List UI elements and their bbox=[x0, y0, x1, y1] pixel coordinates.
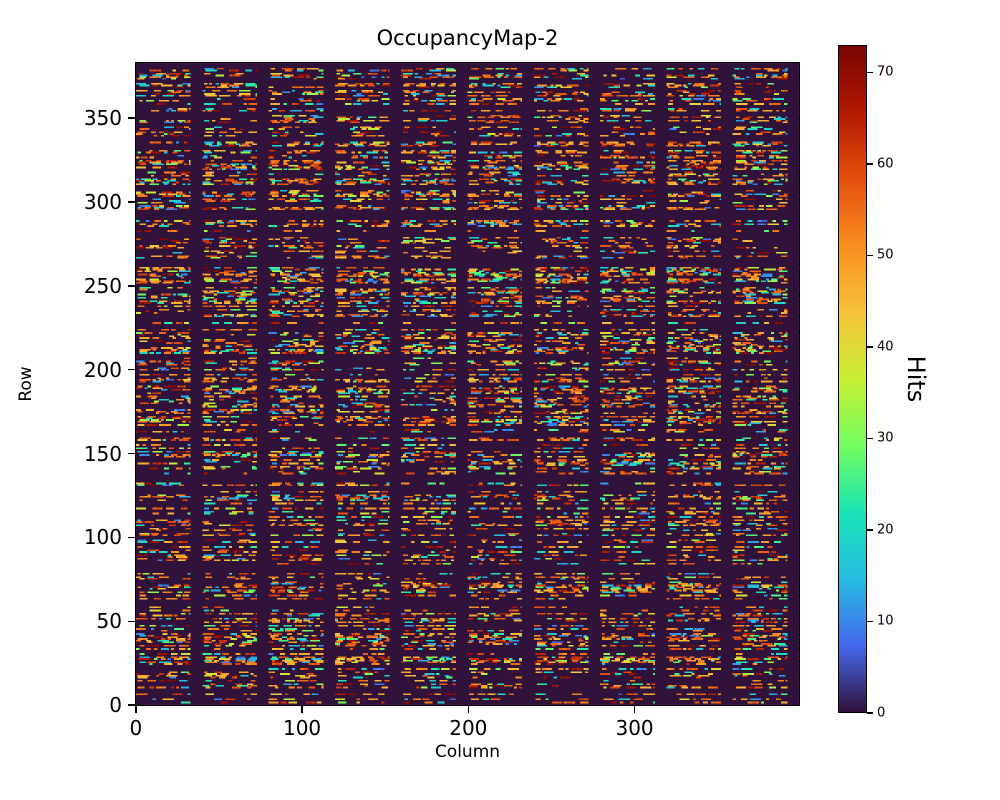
colorbar-tick-mark bbox=[867, 437, 873, 440]
y-tick-mark bbox=[128, 620, 135, 623]
y-tick-label: 350 bbox=[83, 106, 122, 131]
y-tick-label: 250 bbox=[83, 273, 122, 298]
colorbar-tick-mark bbox=[867, 71, 873, 74]
colorbar-tick-label: 70 bbox=[877, 64, 894, 80]
y-tick-mark bbox=[128, 452, 135, 455]
chart-title: OccupancyMap-2 bbox=[376, 26, 559, 50]
y-tick-label: 200 bbox=[83, 357, 122, 382]
colorbar-tick-mark bbox=[867, 620, 873, 623]
colorbar-tick-label: 30 bbox=[877, 430, 894, 446]
x-tick-label: 100 bbox=[282, 716, 322, 740]
x-axis-label: Column bbox=[434, 742, 501, 762]
y-tick-label: 100 bbox=[83, 525, 122, 550]
x-tick-label: 0 bbox=[129, 716, 143, 740]
colorbar-tick-mark bbox=[867, 529, 873, 531]
colorbar-tick-mark bbox=[867, 346, 873, 348]
colorbar-tick-mark bbox=[867, 712, 873, 714]
colorbar-tick-mark bbox=[867, 163, 873, 165]
x-tick-label: 300 bbox=[615, 716, 654, 740]
colorbar-tick-mark bbox=[867, 254, 873, 257]
plot-area bbox=[135, 62, 800, 706]
heatmap-canvas bbox=[136, 63, 799, 705]
x-tick-mark bbox=[135, 706, 137, 713]
colorbar-label: Hits bbox=[902, 355, 930, 403]
colorbar-tick-label: 0 bbox=[877, 705, 886, 721]
colorbar-tick-label: 40 bbox=[877, 339, 894, 355]
y-tick-label: 50 bbox=[96, 609, 122, 634]
y-tick-mark bbox=[128, 704, 135, 706]
x-tick-mark bbox=[633, 706, 636, 713]
y-axis-label: Row bbox=[16, 366, 36, 402]
y-tick-mark bbox=[128, 368, 135, 371]
colorbar-tick-label: 10 bbox=[877, 613, 894, 629]
x-tick-label: 200 bbox=[449, 716, 488, 740]
y-tick-label: 300 bbox=[83, 190, 122, 215]
y-tick-mark bbox=[128, 117, 135, 119]
y-tick-label: 0 bbox=[109, 693, 122, 718]
x-tick-mark bbox=[301, 706, 303, 713]
y-tick-mark bbox=[128, 201, 135, 203]
colorbar bbox=[838, 45, 867, 713]
colorbar-tick-label: 20 bbox=[877, 522, 894, 538]
colorbar-tick-label: 50 bbox=[877, 247, 894, 263]
x-tick-mark bbox=[467, 706, 470, 713]
y-tick-label: 150 bbox=[83, 441, 122, 466]
y-tick-mark bbox=[128, 536, 135, 539]
colorbar-tick-label: 60 bbox=[877, 156, 894, 172]
y-tick-mark bbox=[128, 285, 135, 287]
